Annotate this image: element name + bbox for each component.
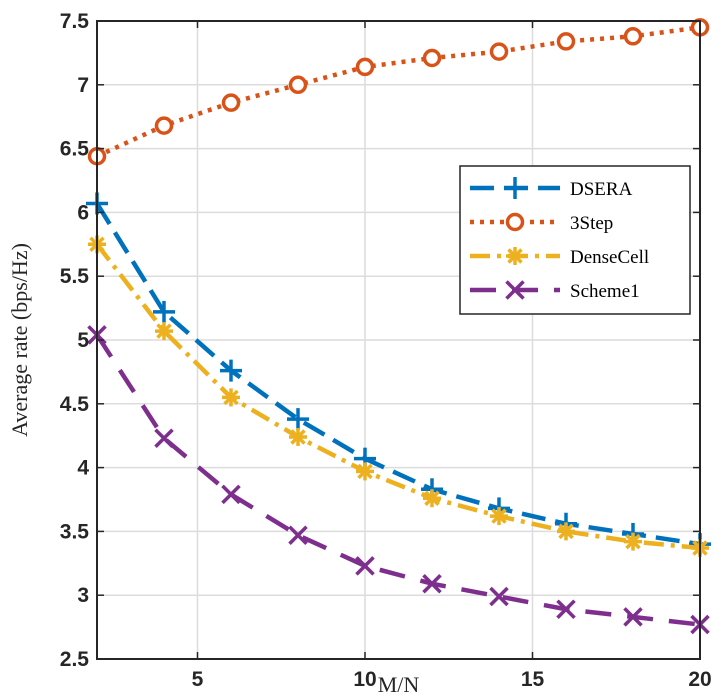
legend-item-scheme1: Scheme1 (470, 280, 640, 302)
legend-marker-3step (505, 212, 525, 232)
cross-marker-stroke (154, 428, 174, 448)
legend-item-3step: 3Step (470, 212, 613, 234)
circle-marker-shape (154, 116, 174, 135)
legend-label-3step: 3Step (570, 213, 613, 234)
x-tick-label: 20 (688, 668, 711, 691)
data-point-3step (288, 75, 308, 95)
circle-marker-shape (221, 93, 241, 112)
grid (97, 20, 701, 660)
data-point-scheme1 (355, 556, 375, 576)
circle-marker-shape (505, 212, 525, 232)
cross-marker-stroke (489, 586, 509, 607)
data-point-3step (623, 27, 643, 46)
series-densecell (88, 235, 709, 557)
cross-marker-stroke (556, 599, 576, 619)
legend-marker-scheme1 (505, 280, 525, 300)
y-tick-label: 3.5 (60, 520, 90, 543)
y-tick-label: 5.5 (60, 265, 90, 288)
y-tick-label: 6 (77, 201, 89, 224)
cross-marker-stroke (221, 484, 241, 505)
data-point-3step (355, 57, 375, 77)
data-point-scheme1 (489, 586, 509, 607)
asterisk-marker-stroke (558, 523, 574, 540)
legend-label-dsera: DSERA (570, 179, 633, 200)
data-point-densecell (356, 462, 374, 481)
asterisk-marker-stroke (290, 429, 306, 445)
y-tick-label: 5 (77, 329, 89, 352)
data-point-densecell (490, 507, 508, 526)
data-point-scheme1 (288, 525, 308, 545)
y-axis-title: Average rate (bps/Hz) (7, 243, 32, 437)
cross-marker-stroke (422, 573, 442, 594)
circle-marker-shape (623, 27, 643, 46)
data-point-scheme1 (556, 599, 576, 619)
circle-marker-shape (355, 57, 375, 77)
y-tick-label: 3 (77, 584, 89, 607)
legend-item-dsera: DSERA (470, 177, 633, 200)
data-point-densecell (624, 532, 642, 551)
legend-item-densecell: DenseCell (470, 247, 649, 268)
series-line-scheme1 (95, 333, 701, 627)
circle-marker-shape (422, 48, 442, 68)
data-point-3step (422, 48, 442, 68)
circle-marker-shape (556, 32, 576, 51)
y-tick-label: 4 (77, 457, 89, 480)
series-layer (86, 18, 711, 635)
y-tick-label: 4.5 (60, 393, 90, 416)
asterisk-marker-stroke (357, 463, 373, 480)
data-point-densecell (557, 522, 575, 541)
asterisk-marker-stroke (223, 389, 239, 406)
data-point-densecell (222, 388, 240, 407)
cross-marker-stroke (505, 280, 525, 300)
data-point-scheme1 (154, 428, 174, 448)
asterisk-marker-stroke (625, 533, 641, 550)
data-point-3step (154, 116, 174, 135)
series-line-densecell (95, 242, 701, 551)
legend-box (459, 165, 691, 315)
data-point-scheme1 (422, 573, 442, 594)
y-tick-label: 7.5 (60, 10, 90, 33)
asterisk-marker-stroke (507, 248, 523, 264)
ticks: 5 10 15 20 2.5 3 3.5 4 4.5 5 5.5 6 6.5 7 7.5 (60, 10, 712, 691)
data-point-dsera (287, 408, 309, 431)
x-axis-title: M/N (378, 672, 420, 697)
cross-marker-stroke (623, 607, 643, 627)
asterisk-marker-stroke (156, 323, 172, 339)
legend-marker-densecell (506, 247, 524, 265)
legend: DSERA 3Step DenseCell Scheme1 (459, 165, 691, 315)
data-point-densecell (155, 322, 173, 341)
y-tick-label: 6.5 (60, 138, 90, 161)
cross-marker-stroke (288, 525, 308, 545)
asterisk-marker-stroke (424, 490, 440, 506)
data-point-3step (489, 42, 509, 61)
data-point-scheme1 (221, 484, 241, 505)
data-point-scheme1 (623, 607, 643, 627)
legend-marker-dsera (504, 177, 526, 199)
data-point-densecell (289, 427, 307, 446)
x-tick-label: 5 (192, 668, 204, 691)
data-point-dsera (153, 300, 175, 323)
series-scheme1 (87, 325, 710, 635)
series-3step (87, 18, 710, 166)
asterisk-marker-stroke (491, 508, 507, 524)
y-tick-label: 2.5 (60, 648, 90, 671)
legend-label-densecell: DenseCell (570, 247, 649, 268)
cross-marker-stroke (355, 556, 375, 576)
circle-marker-shape (489, 42, 509, 61)
data-point-densecell (423, 489, 441, 508)
series-line-dsera (95, 202, 701, 547)
series-line-3step (96, 25, 701, 159)
data-point-3step (221, 93, 241, 112)
data-point-dsera (220, 359, 242, 382)
data-point-3step (556, 32, 576, 51)
legend-label-scheme1: Scheme1 (570, 281, 640, 302)
circle-marker-shape (288, 75, 308, 95)
x-tick-label: 10 (353, 668, 376, 691)
y-tick-label: 7 (77, 74, 89, 97)
x-tick-label: 15 (521, 668, 545, 691)
